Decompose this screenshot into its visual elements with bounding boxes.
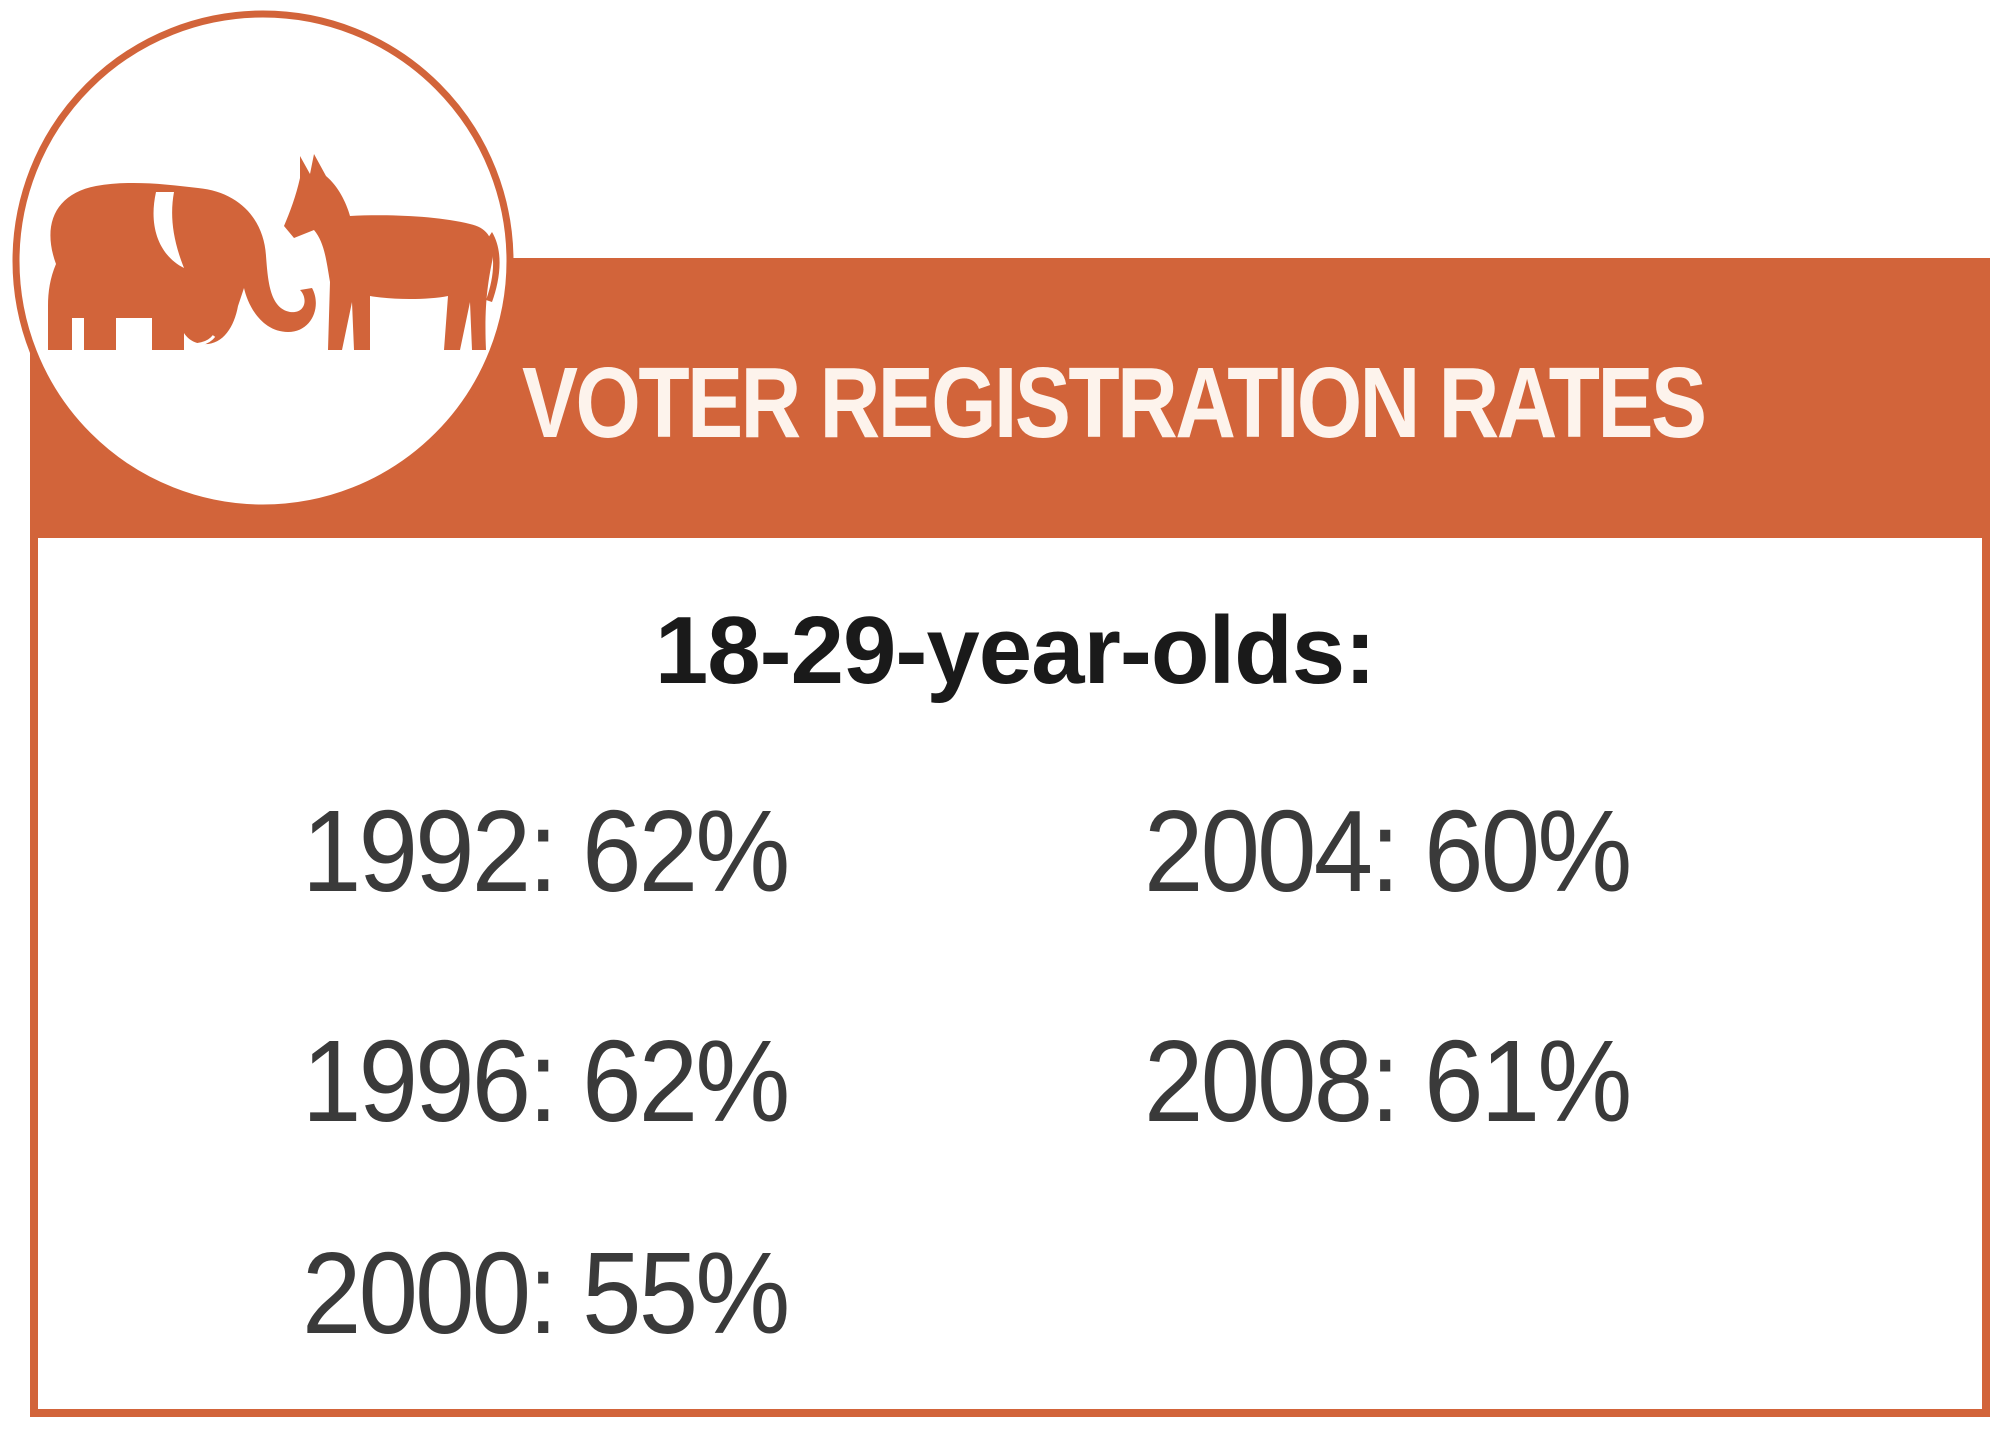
elephant-and-donkey-icon	[12, 10, 514, 512]
rate-1996: 1996: 62%	[302, 1016, 790, 1146]
rate-1992: 1992: 62%	[302, 786, 790, 916]
age-group-label: 18-29-year-olds:	[654, 597, 1376, 704]
donkey-icon	[284, 154, 500, 350]
rate-2004: 2004: 60%	[1144, 786, 1632, 916]
infobox-title: VOTER REGISTRATION RATES	[522, 347, 1707, 459]
rate-2008: 2008: 61%	[1144, 1016, 1632, 1146]
elephant-icon	[48, 182, 316, 350]
rate-2000: 2000: 55%	[302, 1228, 790, 1358]
